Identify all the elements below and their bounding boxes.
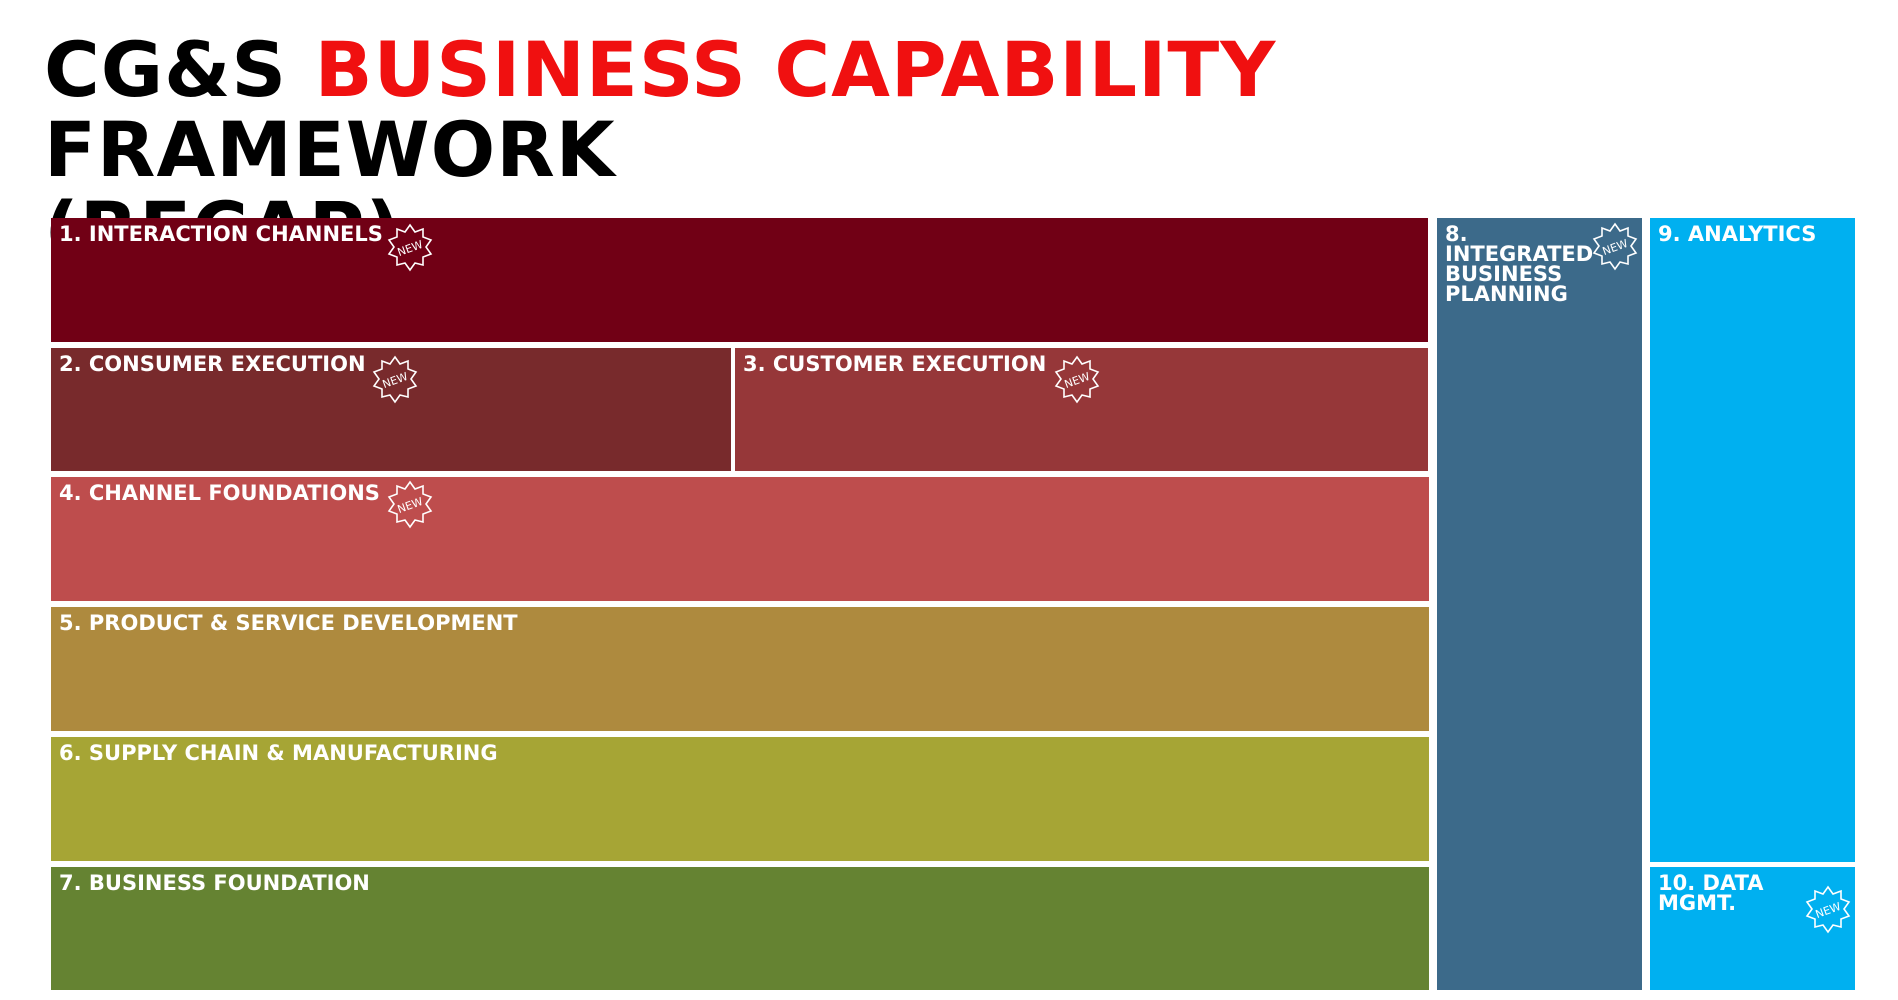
svg-text:NEW: NEW <box>396 238 425 259</box>
new-badge-icon: NEW <box>1052 355 1102 405</box>
capability-label: 5. PRODUCT & SERVICE DEVELOPMENT <box>59 611 518 635</box>
title-part-business-capability: BUSINESS CAPABILITY <box>314 25 1277 114</box>
capability-label-line: 8. <box>1445 222 1468 246</box>
page-title: CG&S BUSINESS CAPABILITY FRAMEWORK (RECA… <box>44 30 1844 270</box>
new-badge-icon: NEW <box>1590 222 1640 272</box>
capability-label: 10. DATA MGMT. <box>1658 871 1764 915</box>
capability-label: 2. CONSUMER EXECUTION <box>59 352 366 376</box>
capability-supply-chain-manufacturing[interactable]: 6. SUPPLY CHAIN & MANUFACTURING <box>51 737 1429 861</box>
svg-text:NEW: NEW <box>1601 237 1630 258</box>
capability-label: 4. CHANNEL FOUNDATIONS <box>59 481 380 505</box>
svg-text:NEW: NEW <box>1063 370 1092 391</box>
capability-customer-execution[interactable]: 3. CUSTOMER EXECUTION <box>735 348 1428 471</box>
capability-label-line: BUSINESS <box>1445 262 1563 286</box>
capability-label: 6. SUPPLY CHAIN & MANUFACTURING <box>59 741 498 765</box>
svg-text:NEW: NEW <box>396 495 425 516</box>
capability-label: 7. BUSINESS FOUNDATION <box>59 871 370 895</box>
new-badge-icon: NEW <box>1803 885 1853 935</box>
new-badge-icon: NEW <box>385 480 435 530</box>
title-part-cgs: CG&S <box>44 25 288 114</box>
capability-business-foundation[interactable]: 7. BUSINESS FOUNDATION <box>51 867 1429 990</box>
capability-consumer-execution[interactable]: 2. CONSUMER EXECUTION <box>51 348 731 471</box>
new-badge-icon: NEW <box>385 223 435 273</box>
capability-label: 9. ANALYTICS <box>1658 222 1817 246</box>
capability-label: 1. INTERACTION CHANNELS <box>59 222 383 246</box>
capability-data-mgmt[interactable]: 10. DATA MGMT. <box>1650 867 1855 990</box>
capability-channel-foundations[interactable]: 4. CHANNEL FOUNDATIONS <box>51 477 1429 601</box>
capability-label-line: INTEGRATED <box>1445 242 1594 266</box>
capability-product-service-development[interactable]: 5. PRODUCT & SERVICE DEVELOPMENT <box>51 607 1429 731</box>
capability-label: 3. CUSTOMER EXECUTION <box>743 352 1047 376</box>
capability-interaction-channels[interactable]: 1. INTERACTION CHANNELS <box>51 218 1428 342</box>
svg-text:NEW: NEW <box>1814 900 1843 921</box>
capability-analytics[interactable]: 9. ANALYTICS <box>1650 218 1855 862</box>
new-badge-icon: NEW <box>370 355 420 405</box>
svg-text:NEW: NEW <box>381 370 410 391</box>
capability-integrated-business-planning[interactable]: 8. INTEGRATED BUSINESS PLANNING <box>1437 218 1642 990</box>
title-part-framework: FRAMEWORK <box>44 105 616 194</box>
capability-label-line: PLANNING <box>1445 282 1568 306</box>
